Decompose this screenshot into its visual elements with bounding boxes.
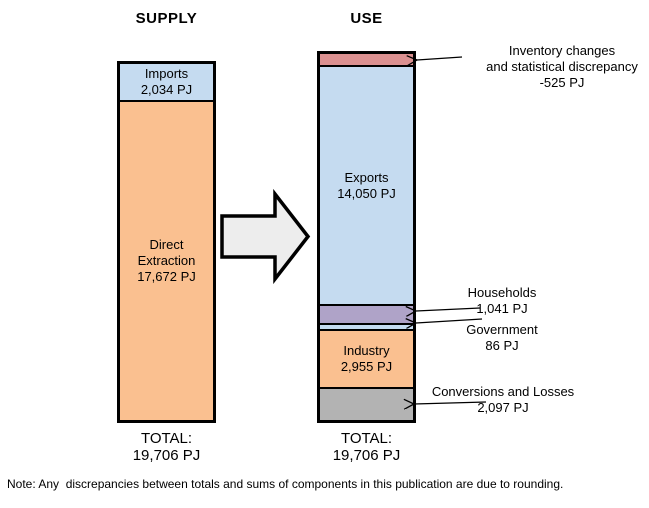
households-annotation: Households 1,041 PJ bbox=[467, 285, 537, 316]
exports-label: Exports 14,050 PJ bbox=[337, 169, 396, 201]
use-bar: Exports 14,050 PJ Industry 2,955 PJ bbox=[317, 51, 416, 423]
supply-total: TOTAL: 19,706 PJ bbox=[132, 430, 201, 464]
direct-extraction-label: Direct Extraction 17,672 PJ bbox=[137, 237, 196, 284]
use-segment-government bbox=[320, 325, 413, 331]
inventory-annotation: Inventory changes and statistical discre… bbox=[486, 43, 638, 90]
supply-bar: Imports 2,034 PJ Direct Extraction 17,67… bbox=[117, 61, 216, 423]
rounding-note: Note: Any discrepancies between totals a… bbox=[7, 477, 564, 491]
supply-column-title: SUPPLY bbox=[135, 10, 198, 27]
use-segment-conversions-losses bbox=[320, 389, 413, 420]
supply-segment-imports: Imports 2,034 PJ bbox=[120, 64, 213, 102]
imports-label: Imports 2,034 PJ bbox=[140, 66, 193, 97]
use-segment-exports: Exports 14,050 PJ bbox=[320, 67, 413, 306]
use-segment-inventory-changes bbox=[320, 54, 413, 67]
supply-segment-direct-extraction: Direct Extraction 17,672 PJ bbox=[120, 102, 213, 420]
use-segment-industry: Industry 2,955 PJ bbox=[320, 331, 413, 389]
use-column-title: USE bbox=[350, 10, 383, 27]
supply-to-use-arrow-icon bbox=[220, 189, 311, 284]
industry-label: Industry 2,955 PJ bbox=[340, 343, 393, 374]
use-segment-households bbox=[320, 306, 413, 325]
government-annotation: Government 86 PJ bbox=[466, 322, 538, 353]
use-total: TOTAL: 19,706 PJ bbox=[332, 430, 401, 464]
conversions-annotation: Conversions and Losses 2,097 PJ bbox=[431, 384, 575, 415]
inventory-arrow-icon bbox=[417, 57, 463, 60]
